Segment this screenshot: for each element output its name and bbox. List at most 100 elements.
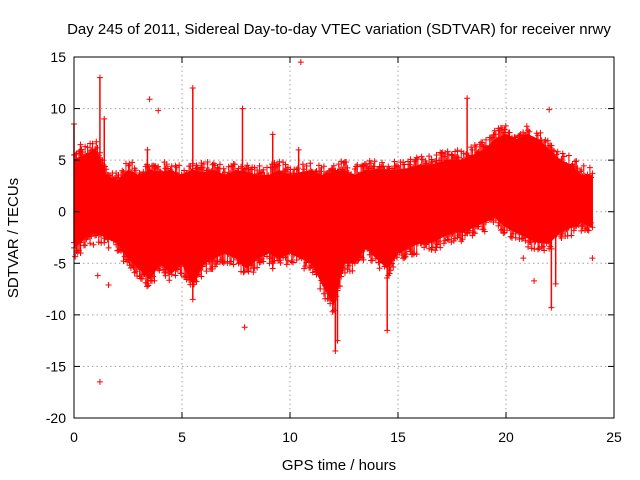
data-point	[139, 275, 146, 282]
data-point	[512, 234, 519, 241]
data-point	[549, 147, 556, 154]
data-point	[293, 257, 300, 264]
data-point	[586, 164, 593, 171]
data-series	[71, 59, 596, 385]
data-point	[375, 259, 382, 266]
data-point	[537, 129, 544, 136]
data-point	[155, 163, 162, 170]
data-point	[589, 170, 596, 177]
data-point	[101, 115, 108, 122]
data-point	[153, 164, 160, 171]
data-point	[240, 269, 247, 276]
data-point	[558, 234, 565, 241]
data-point	[500, 230, 507, 237]
data-point	[172, 272, 179, 279]
data-point	[269, 265, 276, 272]
data-outlier	[146, 96, 153, 103]
data-point	[262, 249, 269, 256]
data-point	[333, 293, 340, 300]
data-point	[570, 227, 577, 234]
data-point	[407, 156, 414, 163]
data-point	[341, 269, 348, 276]
data-point	[338, 273, 345, 280]
data-point	[288, 258, 295, 265]
data-point	[145, 163, 152, 170]
x-tick-label: 5	[178, 429, 186, 445]
data-point	[548, 304, 555, 311]
data-point	[239, 260, 246, 267]
data-point	[560, 153, 567, 160]
data-point	[354, 161, 361, 168]
data-point	[93, 138, 100, 145]
data-point	[260, 258, 267, 265]
data-point	[588, 174, 595, 181]
data-point	[256, 162, 263, 169]
data-point	[406, 161, 413, 168]
data-point	[168, 271, 175, 278]
data-point	[77, 249, 84, 256]
data-point	[580, 162, 587, 169]
y-tick-label: 0	[58, 204, 66, 220]
data-point	[345, 262, 352, 269]
data-point	[343, 158, 350, 165]
data-point	[104, 236, 111, 243]
data-point	[89, 140, 96, 147]
data-point	[150, 273, 157, 280]
data-point	[573, 158, 580, 165]
data-point	[526, 128, 533, 135]
data-point	[393, 254, 400, 261]
data-point	[283, 261, 290, 268]
data-point	[388, 260, 395, 267]
data-outlier	[546, 106, 553, 113]
data-point	[96, 229, 103, 236]
data-outlier	[94, 272, 101, 279]
data-point	[367, 160, 374, 167]
data-point	[588, 219, 595, 226]
data-point	[459, 236, 466, 243]
data-point	[77, 141, 84, 148]
data-point	[418, 153, 425, 160]
data-outlier	[96, 378, 103, 385]
data-point	[286, 171, 293, 178]
data-point	[360, 256, 367, 263]
data-point	[578, 227, 585, 234]
y-tick-label: 5	[58, 152, 66, 168]
data-point	[317, 285, 324, 292]
data-point	[244, 162, 251, 169]
data-point	[119, 167, 126, 174]
data-point	[572, 223, 579, 230]
data-point	[444, 148, 451, 155]
data-point	[156, 267, 163, 274]
data-point	[435, 238, 442, 245]
data-point	[72, 151, 79, 158]
data-point	[390, 263, 397, 270]
data-point	[334, 172, 341, 179]
data-point	[464, 95, 471, 102]
data-point	[502, 122, 509, 129]
data-point	[553, 231, 560, 238]
data-outlier	[90, 241, 97, 248]
data-point	[454, 147, 461, 154]
data-point	[144, 280, 151, 287]
data-point	[554, 148, 561, 155]
data-point	[551, 148, 558, 155]
y-axis-label: SDTVAR / TECUs	[5, 178, 22, 298]
data-point	[344, 164, 351, 171]
data-point	[544, 137, 551, 144]
data-point	[312, 169, 319, 176]
data-point	[391, 158, 398, 165]
data-point	[231, 161, 238, 168]
x-tick-label: 15	[390, 429, 406, 445]
data-point	[334, 337, 341, 344]
data-point	[193, 278, 200, 285]
data-point	[167, 166, 174, 173]
data-point	[482, 136, 489, 143]
data-point	[317, 168, 324, 175]
data-point	[520, 129, 527, 136]
plot-frame	[73, 56, 615, 419]
data-outlier	[297, 59, 304, 66]
data-point	[433, 151, 440, 158]
data-point	[384, 327, 391, 334]
data-point	[329, 308, 336, 315]
data-point	[506, 129, 513, 136]
